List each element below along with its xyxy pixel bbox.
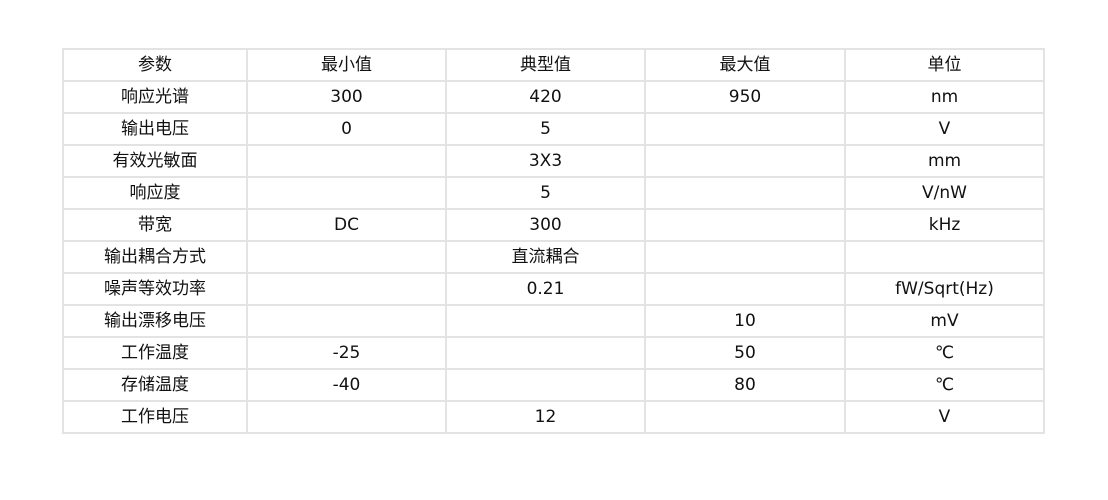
cell-max: 80 (644, 368, 846, 402)
cell-param: 工作电压 (62, 400, 248, 434)
cell-min: -25 (246, 336, 447, 370)
cell-min (246, 304, 447, 338)
cell-unit: mm (844, 144, 1045, 178)
header-param: 参数 (62, 48, 248, 82)
cell-typ: 3X3 (445, 144, 646, 178)
cell-max (644, 400, 846, 434)
header-row: 参数 最小值 典型值 最大值 单位 (62, 48, 1045, 82)
cell-unit: ℃ (844, 368, 1045, 402)
table-row: 存储温度 -40 80 ℃ (62, 368, 1045, 402)
cell-typ: 420 (445, 80, 646, 114)
cell-param: 响应度 (62, 176, 248, 210)
header-max: 最大值 (644, 48, 846, 82)
cell-typ: 5 (445, 176, 646, 210)
cell-typ: 直流耦合 (445, 240, 646, 274)
cell-min (246, 272, 447, 306)
cell-typ: 300 (445, 208, 646, 242)
cell-typ: 5 (445, 112, 646, 146)
cell-max: 10 (644, 304, 846, 338)
cell-max: 50 (644, 336, 846, 370)
cell-unit (844, 240, 1045, 274)
cell-typ (445, 336, 646, 370)
table-row: 工作温度 -25 50 ℃ (62, 336, 1045, 370)
cell-max (644, 208, 846, 242)
cell-param: 噪声等效功率 (62, 272, 248, 306)
table-row: 输出电压 0 5 V (62, 112, 1045, 146)
table-row: 输出漂移电压 10 mV (62, 304, 1045, 338)
table-row: 响应度 5 V/nW (62, 176, 1045, 210)
cell-typ: 0.21 (445, 272, 646, 306)
cell-min: DC (246, 208, 447, 242)
header-min: 最小值 (246, 48, 447, 82)
cell-typ: 12 (445, 400, 646, 434)
cell-min: 300 (246, 80, 447, 114)
table-row: 有效光敏面 3X3 mm (62, 144, 1045, 178)
cell-unit: kHz (844, 208, 1045, 242)
cell-param: 工作温度 (62, 336, 248, 370)
cell-min (246, 144, 447, 178)
cell-min (246, 240, 447, 274)
cell-max (644, 144, 846, 178)
spec-table: 参数 最小值 典型值 最大值 单位 响应光谱 300 420 950 nm 输出电压 0 5 V 有效光敏面… (62, 48, 1045, 434)
cell-unit: mV (844, 304, 1045, 338)
cell-param: 有效光敏面 (62, 144, 248, 178)
cell-typ (445, 304, 646, 338)
cell-param: 带宽 (62, 208, 248, 242)
cell-max (644, 112, 846, 146)
table-row: 工作电压 12 V (62, 400, 1045, 434)
cell-min (246, 176, 447, 210)
cell-typ (445, 368, 646, 402)
cell-unit: ℃ (844, 336, 1045, 370)
cell-param: 存储温度 (62, 368, 248, 402)
cell-param: 输出电压 (62, 112, 248, 146)
table-row: 噪声等效功率 0.21 fW/Sqrt(Hz) (62, 272, 1045, 306)
table-row: 带宽 DC 300 kHz (62, 208, 1045, 242)
table-row: 输出耦合方式 直流耦合 (62, 240, 1045, 274)
header-typ: 典型值 (445, 48, 646, 82)
cell-unit: nm (844, 80, 1045, 114)
cell-unit: fW/Sqrt(Hz) (844, 272, 1045, 306)
cell-param: 输出漂移电压 (62, 304, 248, 338)
cell-min: -40 (246, 368, 447, 402)
cell-max (644, 176, 846, 210)
cell-param: 响应光谱 (62, 80, 248, 114)
cell-param: 输出耦合方式 (62, 240, 248, 274)
cell-max (644, 272, 846, 306)
cell-unit: V (844, 112, 1045, 146)
cell-unit: V/nW (844, 176, 1045, 210)
cell-max: 950 (644, 80, 846, 114)
cell-min (246, 400, 447, 434)
header-unit: 单位 (844, 48, 1045, 82)
table-row: 响应光谱 300 420 950 nm (62, 80, 1045, 114)
cell-max (644, 240, 846, 274)
cell-min: 0 (246, 112, 447, 146)
cell-unit: V (844, 400, 1045, 434)
